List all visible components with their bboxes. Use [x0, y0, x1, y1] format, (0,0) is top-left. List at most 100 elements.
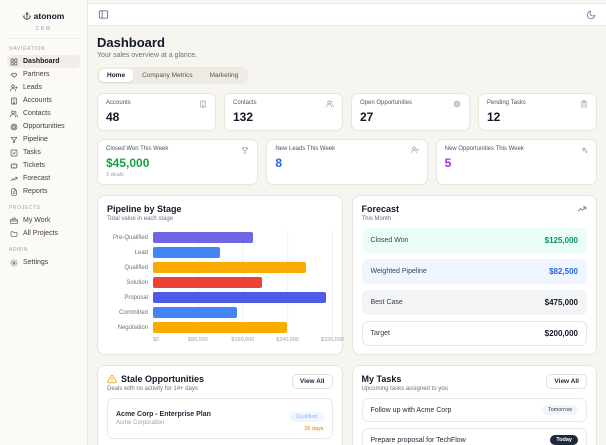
sidebar-item-pipeline[interactable]: Pipeline [7, 133, 80, 146]
tab-marketing[interactable]: Marketing [209, 72, 239, 79]
chart-x-tick: $80,000 [187, 337, 208, 343]
anchor-icon [22, 7, 31, 25]
task-item[interactable]: Prepare proposal for TechFlow Today [361, 428, 587, 445]
forecast-row-value: $200,000 [544, 329, 578, 338]
sidebar-item-forecast[interactable]: Forecast [7, 172, 80, 185]
stat-card-open-opportunities: Open Opportunities 27 [351, 93, 470, 131]
stat-sub: 3 deals [106, 172, 124, 178]
forecast-row-label: Closed Won [370, 237, 409, 244]
stat-card-pending-tasks: Pending Tasks 12 [478, 93, 597, 131]
stat-card-new-leads-this-week: New Leads This Week 8 [266, 139, 428, 185]
users-icon [326, 100, 334, 108]
chart-x-tick: $160,000 [231, 337, 255, 343]
forecast-row-value: $125,000 [544, 236, 578, 245]
sidebar-item-contacts[interactable]: Contacts [7, 107, 80, 120]
stat-label: New Opportunities This Week [444, 146, 524, 152]
brand-name: atonom [33, 11, 65, 21]
sidebar-item-reports[interactable]: Reports [7, 185, 80, 198]
chart-row-proposal: Proposal [107, 290, 333, 305]
main-area: Dashboard Your sales overview at a glanc… [88, 0, 606, 445]
weekly-stat-cards-row: Closed Won This Week $45,000 3 deals New Le… [97, 139, 597, 185]
stale-opportunity-item[interactable]: Acme Corp - Enterprise Plan Acme Corporat… [107, 398, 333, 439]
chart-category-label: Lead [134, 249, 148, 256]
stat-value: 12 [487, 110, 501, 124]
page-title: Dashboard [97, 35, 165, 50]
sidebar: atonom CRM Navigation Dashboard Partners Le… [0, 0, 88, 445]
check-square-icon [10, 149, 18, 157]
stat-value: 8 [275, 156, 283, 170]
task-due-badge: Tomorrow [541, 405, 578, 415]
stat-label: Contacts [233, 100, 257, 106]
chart-category-label: Negotiation [117, 324, 148, 331]
forecast-subtitle: This Month [361, 216, 392, 222]
alert-triangle-icon [107, 374, 117, 384]
handshake-icon [10, 71, 18, 79]
chart-row-negotiation: Negotiation [107, 320, 333, 335]
sidebar-item-opportunities[interactable]: Opportunities [7, 120, 80, 133]
sidebar-item-label: Forecast [23, 175, 51, 182]
chart-bar [153, 322, 287, 333]
pipeline-panel: Pipeline by Stage Total value in each st… [97, 195, 344, 355]
stat-value: $45,000 [106, 156, 150, 170]
brand-logo: atonom CRM [7, 7, 80, 39]
tasks-view-all-button[interactable]: View All [546, 374, 587, 389]
chart-category-label: Solution [126, 279, 148, 286]
sidebar-item-all-projects[interactable]: All Projects [7, 227, 80, 240]
chart-track [153, 260, 333, 275]
sidebar-item-accounts[interactable]: Accounts [7, 94, 80, 107]
stat-value: 48 [106, 110, 120, 124]
user-plus-icon [410, 146, 419, 154]
funnel-icon [10, 136, 18, 144]
sidebar-item-my-work[interactable]: My Work [7, 214, 80, 227]
topbar [88, 3, 606, 26]
chart-track [153, 245, 333, 260]
chart-row-pre-qualified: Pre-Qualified [107, 230, 333, 245]
grid-icon [10, 58, 18, 66]
sidebar-toggle-icon[interactable] [98, 9, 109, 20]
stat-label: Open Opportunities [360, 100, 413, 106]
chart-track [153, 320, 333, 335]
stat-label: Closed Won This Week [106, 146, 169, 152]
forecast-title: Forecast [361, 204, 400, 214]
tasks-subtitle: Upcoming tasks assigned to you [361, 386, 448, 392]
chart-bar [153, 232, 254, 243]
days-inactive: 26 days [304, 426, 324, 432]
theme-toggle-icon[interactable] [586, 10, 596, 20]
stat-label: Accounts [106, 100, 131, 106]
forecast-row-label: Best Case [370, 299, 403, 306]
tab-home[interactable]: Home [99, 69, 134, 82]
sidebar-item-leads[interactable]: Leads [7, 81, 80, 94]
my-tasks-panel: My Tasks Upcoming tasks assigned to you … [351, 365, 597, 445]
sidebar-item-settings[interactable]: Settings [7, 256, 80, 269]
sidebar-item-label: Dashboard [23, 58, 60, 65]
sidebar-item-label: Settings [23, 259, 49, 266]
stale-opportunities-panel: Stale Opportunities Deals with no activi… [97, 365, 343, 445]
forecast-row-label: Weighted Pipeline [370, 268, 427, 275]
sparkles-icon [580, 146, 588, 154]
chart-bar [153, 307, 237, 318]
stat-value: 132 [233, 110, 254, 124]
tab-company-metrics[interactable]: Company Metrics [142, 72, 193, 79]
stat-value: 5 [444, 156, 452, 170]
chart-category-label: Proposal [124, 294, 148, 301]
sidebar-item-dashboard[interactable]: Dashboard [7, 55, 80, 68]
stale-list: Acme Corp - Enterprise Plan Acme Corporat… [107, 398, 333, 445]
folder-icon [10, 230, 18, 238]
sidebar-item-partners[interactable]: Partners [7, 68, 80, 81]
stale-view-all-button[interactable]: View All [291, 374, 333, 389]
briefcase-icon [10, 217, 18, 225]
sidebar-item-label: Partners [23, 71, 50, 78]
sidebar-section-label: Admin [9, 247, 29, 253]
opportunity-company: Acme Corporation [116, 420, 165, 426]
sidebar-item-tasks[interactable]: Tasks [7, 146, 80, 159]
forecast-row-closed-won: Closed Won $125,000 [361, 228, 587, 253]
sidebar-item-label: Opportunities [23, 123, 65, 130]
sidebar-item-label: Tasks [23, 149, 41, 156]
task-due-badge: Today [550, 435, 578, 445]
chart-bar [153, 262, 307, 273]
task-name: Follow up with Acme Corp [370, 406, 452, 414]
stat-label: New Leads This Week [275, 146, 336, 152]
sidebar-item-label: All Projects [23, 230, 59, 237]
task-item[interactable]: Follow up with Acme Corp Tomorrow [361, 398, 587, 422]
sidebar-item-tickets[interactable]: Tickets [7, 159, 80, 172]
